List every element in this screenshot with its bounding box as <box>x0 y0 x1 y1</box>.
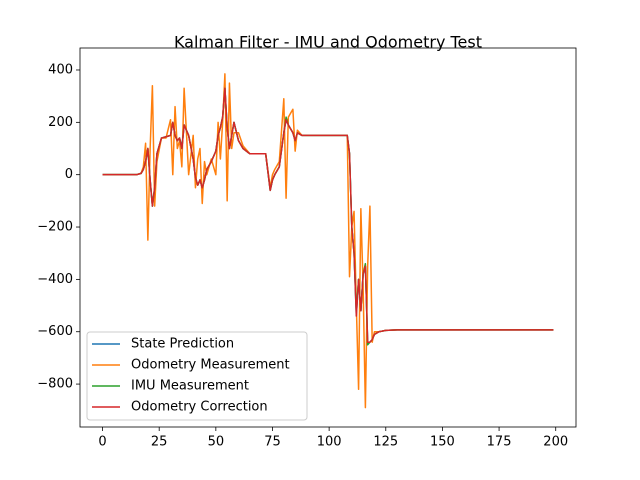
x-tick-label: 100 <box>317 435 342 450</box>
legend-label: Odometry Measurement <box>131 358 290 373</box>
x-tick-label: 50 <box>208 435 225 450</box>
y-tick-label: −600 <box>37 324 73 339</box>
x-tick-label: 75 <box>264 435 281 450</box>
legend-label: State Prediction <box>131 337 234 352</box>
legend-label: IMU Measurement <box>131 379 249 394</box>
y-tick-label: −800 <box>37 377 73 392</box>
y-tick-label: −200 <box>37 220 73 235</box>
x-tick-label: 175 <box>487 435 512 450</box>
legend-label: Odometry Correction <box>131 400 268 415</box>
x-tick-label: 200 <box>543 435 568 450</box>
x-tick-label: 125 <box>373 435 398 450</box>
x-tick-label: 25 <box>151 435 168 450</box>
series-line <box>102 87 554 343</box>
y-tick-label: 400 <box>48 62 73 77</box>
chart-title: Kalman Filter - IMU and Odometry Test <box>174 33 482 52</box>
plot-frame <box>79 47 577 428</box>
x-tick-label: 150 <box>430 435 455 450</box>
y-tick-label: 0 <box>65 167 73 182</box>
x-tick-label: 0 <box>98 435 106 450</box>
y-tick-label: 200 <box>48 115 73 130</box>
y-tick-label: −400 <box>37 272 73 287</box>
legend-box <box>86 331 308 421</box>
